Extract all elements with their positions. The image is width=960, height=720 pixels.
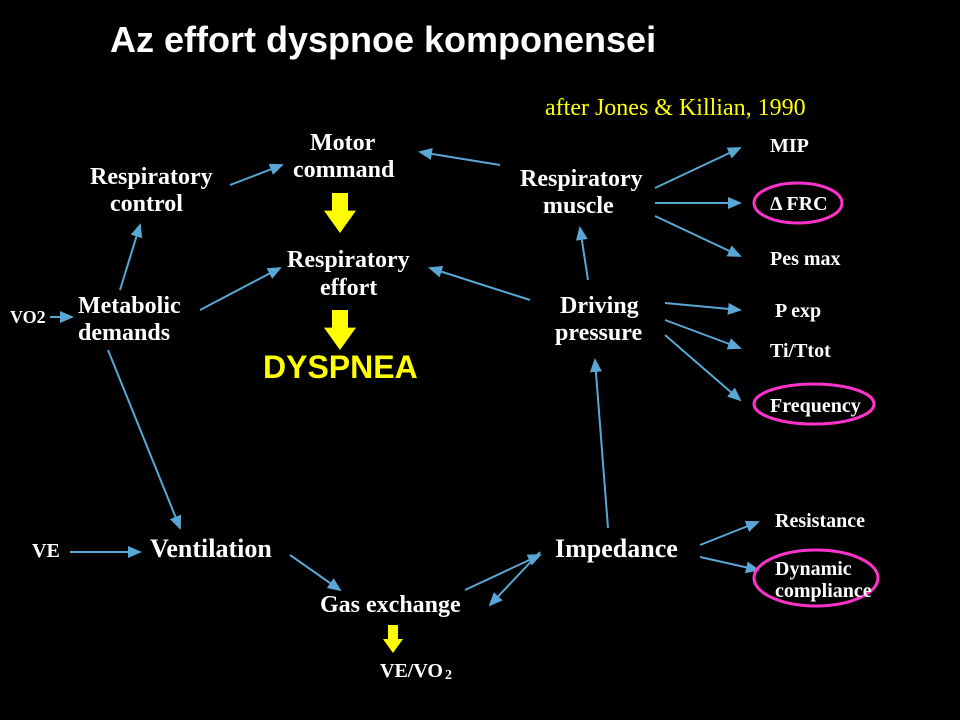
text-metabolic: Metabolic: [78, 293, 181, 319]
text-p-exp: P exp: [775, 300, 821, 322]
text-control: control: [110, 191, 183, 217]
text-gas-exchange: Gas exchange: [320, 592, 461, 618]
text-mip: MIP: [770, 135, 809, 157]
text-dyspnea: DYSPNEA: [263, 350, 418, 385]
text-respiratory: Respiratory: [90, 164, 213, 190]
text-demands: demands: [78, 320, 170, 346]
text-vo2: VO2: [10, 308, 46, 328]
text-respiratory: Respiratory: [520, 166, 643, 192]
text-2: 2: [445, 668, 452, 683]
text-impedance: Impedance: [555, 535, 678, 564]
text-pes-max: Pes max: [770, 248, 841, 270]
text-motor: Motor: [310, 130, 375, 156]
text-frequency: Frequency: [770, 395, 861, 417]
text-command: command: [293, 157, 394, 183]
text-ve: VE: [32, 540, 60, 562]
text-ve-vo: VE/VO: [380, 660, 443, 682]
text-driving: Driving: [560, 293, 639, 319]
text-effort: effort: [320, 275, 377, 301]
text-az-effort-dyspnoe-kompon: Az effort dyspnoe komponensei: [110, 20, 656, 60]
text-dynamic: Dynamic: [775, 558, 852, 580]
text--frc: Δ FRC: [770, 193, 828, 215]
text-after-jones-killian-1990: after Jones & Killian, 1990: [545, 95, 806, 121]
text-compliance: compliance: [775, 580, 872, 602]
text-pressure: pressure: [555, 320, 642, 346]
diagram-stage: { "canvas": {"w":960,"h":720,"background…: [0, 0, 960, 720]
text-respiratory: Respiratory: [287, 247, 410, 273]
text-resistance: Resistance: [775, 510, 865, 532]
text-ti-ttot: Ti/Ttot: [770, 340, 831, 362]
text-muscle: muscle: [543, 193, 614, 219]
text-ventilation: Ventilation: [150, 535, 272, 564]
